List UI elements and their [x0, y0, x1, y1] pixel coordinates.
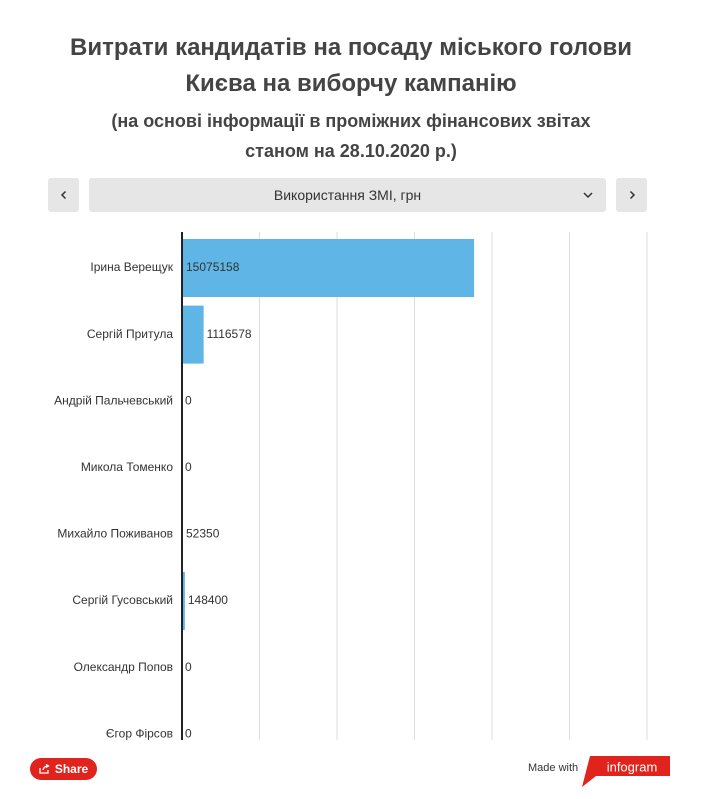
chart-subtitle: (на основі інформації в проміжних фінанс…: [111, 111, 591, 161]
chart: Ірина Верещук 15075158 Сергій Притула 11165…: [54, 232, 648, 740]
prev-icon: [60, 190, 66, 200]
value-label: 0: [185, 660, 192, 674]
logo-text: infogram: [607, 759, 658, 774]
infogram-logo: infogram: [582, 756, 670, 787]
value-label: 0: [185, 460, 192, 474]
bar: [182, 572, 185, 630]
y-tick-label: Єгор Фірсов: [106, 726, 173, 740]
bar: [182, 305, 204, 364]
value-label: 1116578: [207, 327, 252, 341]
y-tick-label: Олександр Попов: [74, 660, 173, 674]
y-tick-label: Микола Томенко: [81, 460, 174, 474]
y-tick-label: Сергій Гусовський: [72, 593, 173, 607]
made-with: Made with: [528, 762, 579, 774]
dropdown-arrow: [583, 192, 593, 199]
value-label: 52350: [186, 527, 220, 541]
y-tick-label: Андрій Пальчевський: [54, 393, 173, 407]
prev-button[interactable]: [48, 178, 79, 212]
next-button[interactable]: [616, 178, 647, 212]
share-label: Share: [54, 762, 89, 776]
share-button[interactable]: Share: [30, 758, 97, 780]
value-label: 148400: [188, 593, 228, 607]
value-label: 15075158: [186, 260, 240, 274]
y-tick-label: Сергій Притула: [87, 327, 173, 341]
bar: [182, 239, 475, 297]
value-label: 0: [185, 726, 192, 740]
next-icon: [629, 190, 635, 200]
y-tick-label: Михайло Поживанов: [57, 527, 173, 541]
dropdown-label: Використання ЗМІ, грн: [273, 187, 422, 203]
logo-shape: [582, 756, 670, 787]
chart-title: Витрати кандидатів на посаду міського го…: [70, 34, 632, 97]
value-label: 0: [185, 393, 192, 407]
y-tick-label: Ірина Верещук: [90, 260, 173, 274]
dropdown[interactable]: Використання ЗМІ, грн: [89, 178, 606, 212]
share-icon: [39, 764, 50, 774]
